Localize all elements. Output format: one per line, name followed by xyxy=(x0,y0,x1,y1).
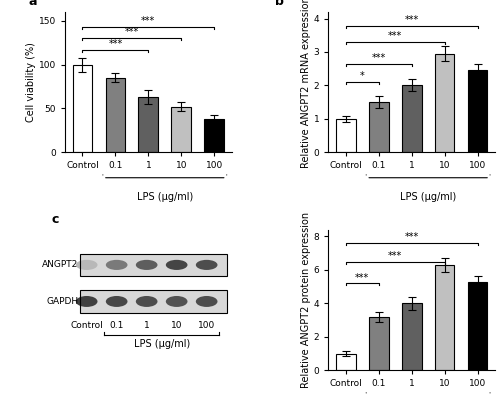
Text: GAPDH: GAPDH xyxy=(46,297,78,306)
Text: ***: *** xyxy=(388,251,402,261)
Text: ***: *** xyxy=(404,232,419,242)
Text: ***: *** xyxy=(355,273,370,282)
Bar xyxy=(336,354,355,370)
Ellipse shape xyxy=(106,296,128,307)
Text: ***: *** xyxy=(388,31,402,41)
Bar xyxy=(369,102,388,152)
Text: ***: *** xyxy=(372,53,386,63)
Text: ANGPT2: ANGPT2 xyxy=(42,260,78,269)
Bar xyxy=(336,119,355,152)
Text: 1: 1 xyxy=(144,321,150,330)
Text: ***: *** xyxy=(108,39,122,49)
Ellipse shape xyxy=(136,260,158,270)
Ellipse shape xyxy=(136,296,158,307)
Text: ***: *** xyxy=(124,28,139,37)
Text: 10: 10 xyxy=(171,321,182,330)
Ellipse shape xyxy=(196,296,218,307)
Bar xyxy=(468,282,487,370)
Text: ***: *** xyxy=(141,16,156,26)
Bar xyxy=(369,317,388,370)
Bar xyxy=(80,254,227,276)
Text: LPS (μg/ml): LPS (μg/ml) xyxy=(400,192,456,202)
Text: 100: 100 xyxy=(198,321,216,330)
Ellipse shape xyxy=(196,260,218,270)
Bar xyxy=(434,54,454,152)
Ellipse shape xyxy=(76,260,98,270)
Text: ***: *** xyxy=(404,15,419,25)
Text: *: * xyxy=(360,71,364,82)
Bar xyxy=(80,290,227,313)
Text: LPS (μg/ml): LPS (μg/ml) xyxy=(134,339,190,349)
Bar xyxy=(72,65,92,152)
Ellipse shape xyxy=(166,296,188,307)
Bar xyxy=(138,97,158,152)
Bar xyxy=(106,78,126,152)
Bar xyxy=(172,107,191,152)
Text: a: a xyxy=(28,0,37,8)
Ellipse shape xyxy=(166,260,188,270)
Bar xyxy=(402,85,421,152)
Text: b: b xyxy=(275,0,284,8)
Y-axis label: Cell viability (%): Cell viability (%) xyxy=(26,42,36,122)
Text: LPS (μg/ml): LPS (μg/ml) xyxy=(136,192,193,202)
Ellipse shape xyxy=(106,260,128,270)
Y-axis label: Relative ANGPT2 protein expression: Relative ANGPT2 protein expression xyxy=(301,212,311,388)
Text: Control: Control xyxy=(70,321,103,330)
Bar xyxy=(402,303,421,370)
Y-axis label: Relative ANGPT2 mRNA expression: Relative ANGPT2 mRNA expression xyxy=(301,0,311,168)
Bar xyxy=(468,71,487,152)
Ellipse shape xyxy=(76,296,98,307)
Bar xyxy=(80,254,227,276)
Text: c: c xyxy=(52,213,59,226)
Text: 0.1: 0.1 xyxy=(110,321,124,330)
Bar xyxy=(434,265,454,370)
Bar xyxy=(204,119,224,152)
Bar xyxy=(80,290,227,313)
